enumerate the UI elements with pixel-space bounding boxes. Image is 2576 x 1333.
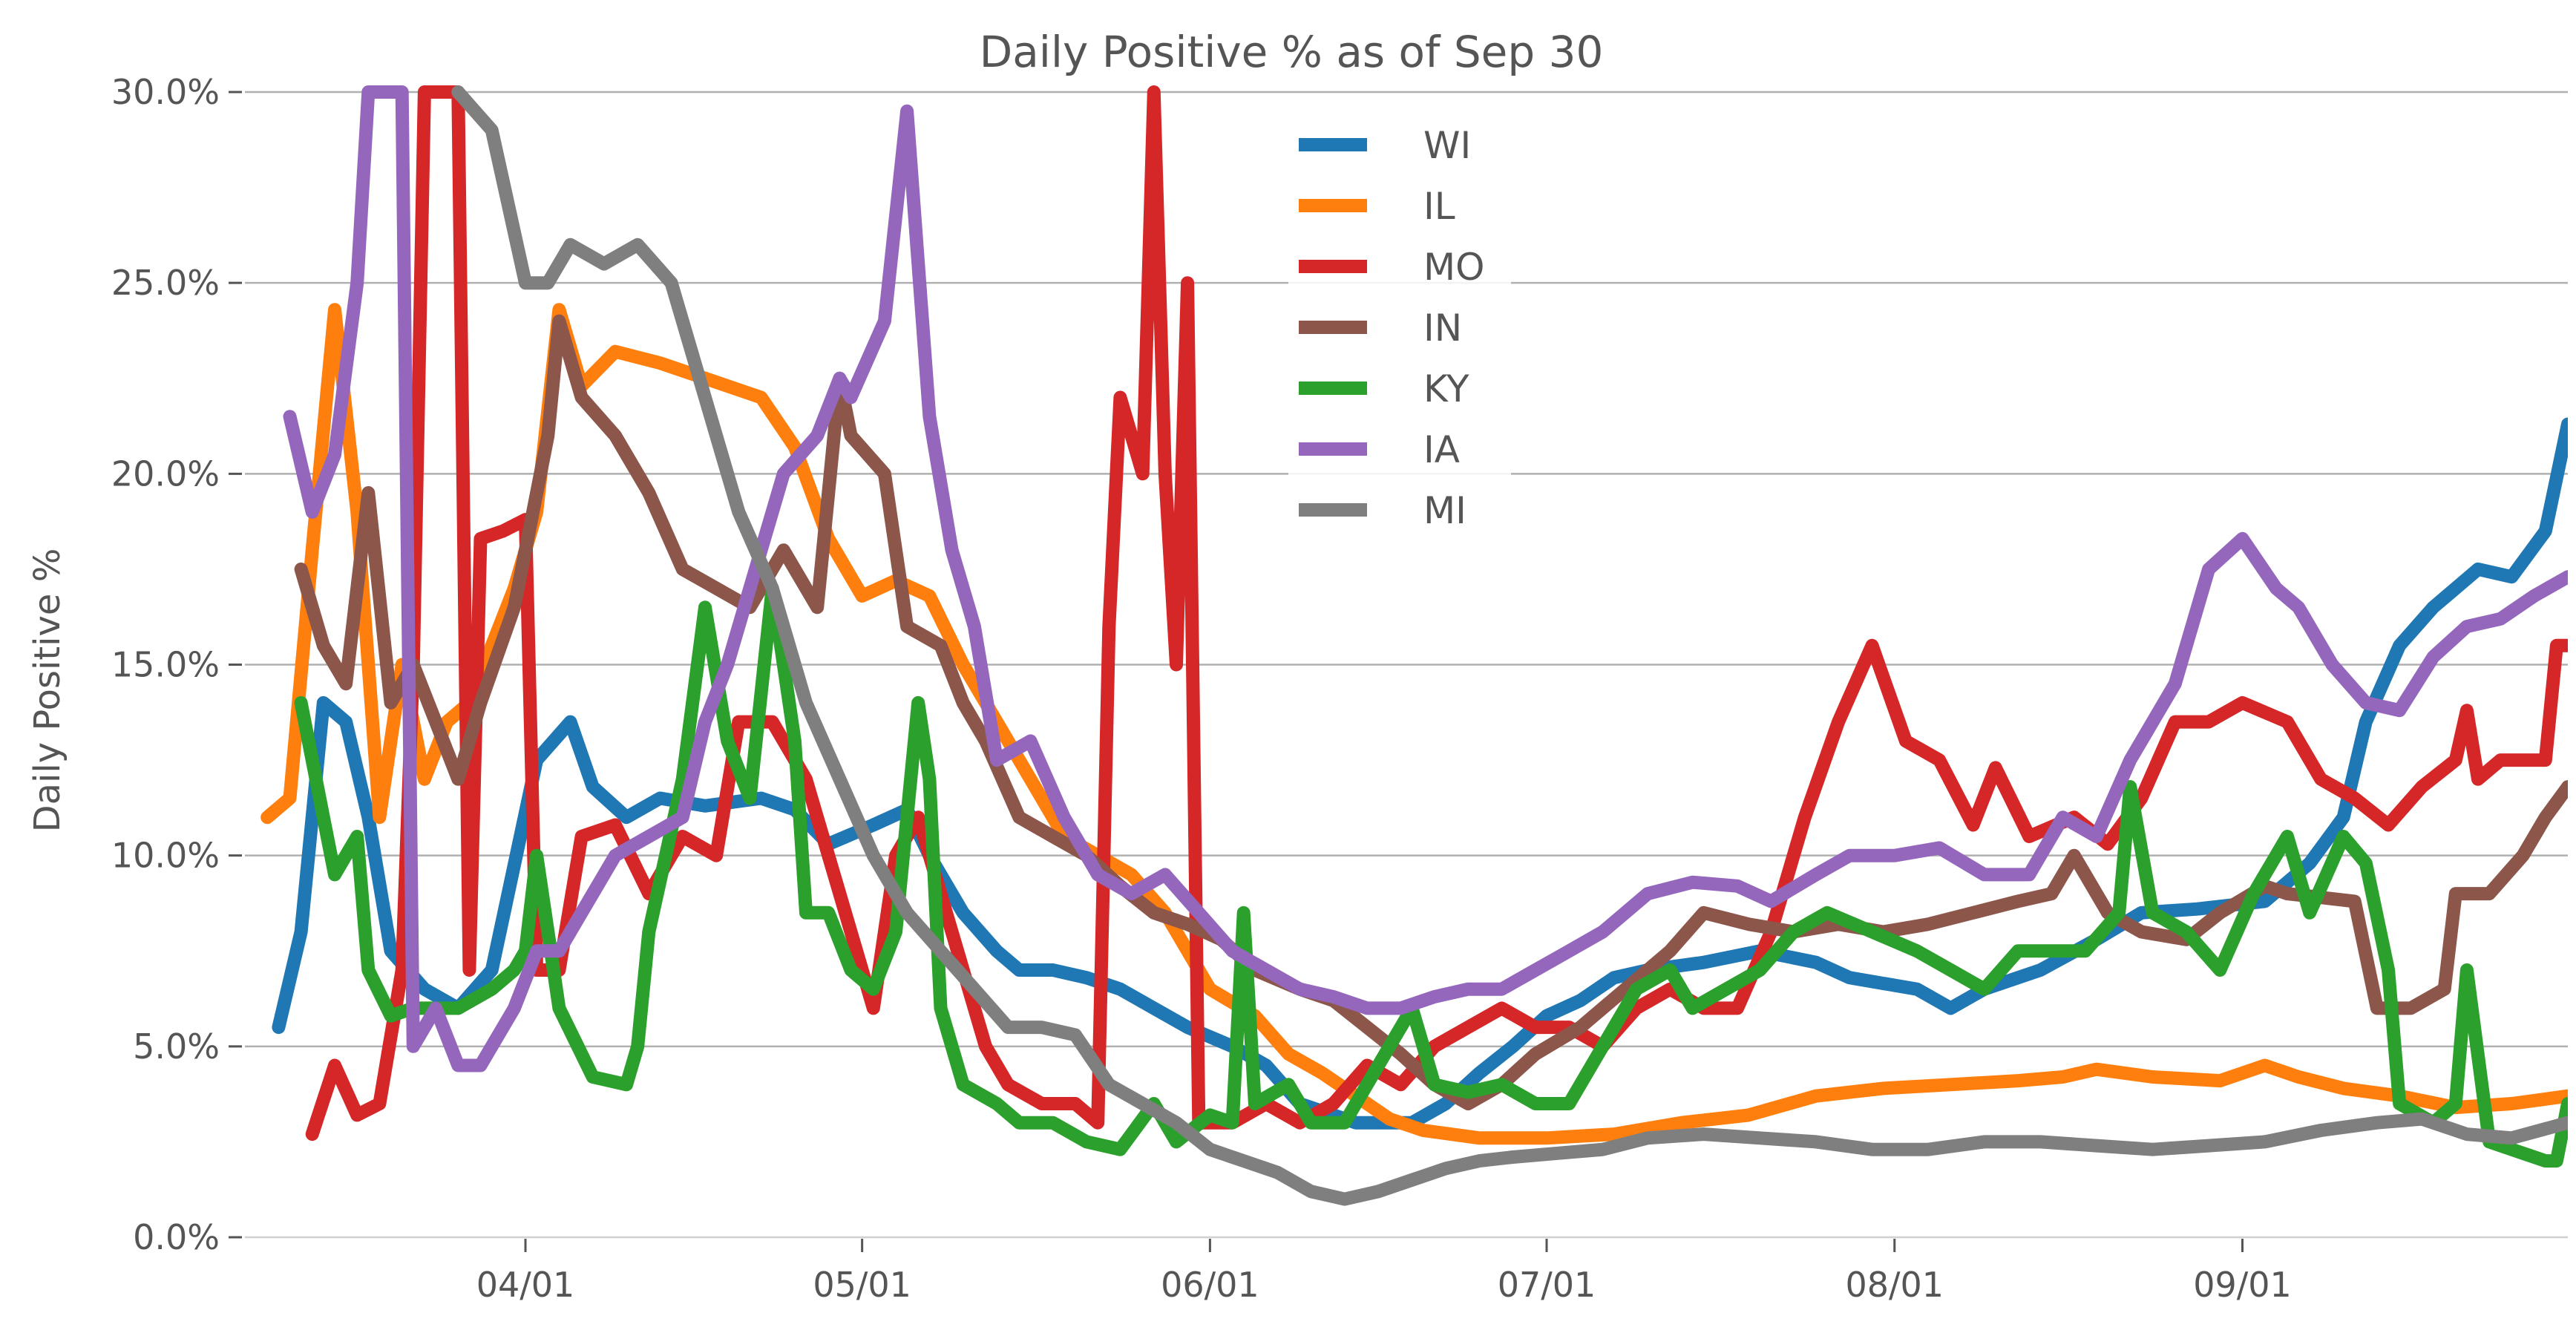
legend: WI IL MO IN KY IA MI [1288, 108, 1511, 548]
y-axis-label: Daily Positive % [27, 548, 68, 833]
series-line-ia [283, 85, 2568, 1072]
legend-label-ky: KY [1423, 367, 1469, 410]
x-tick-label: 09/01 [2193, 1265, 2292, 1305]
legend-label-in: IN [1423, 307, 1462, 350]
x-tick-label: 06/01 [1161, 1265, 1259, 1305]
series-lines [260, 85, 2568, 1206]
legend-label-il: IL [1423, 185, 1455, 228]
y-tick-label: 0.0% [133, 1217, 220, 1257]
x-tick-label: 05/01 [813, 1265, 911, 1305]
y-tick-label: 5.0% [133, 1026, 220, 1067]
y-tick-label: 15.0% [111, 645, 220, 685]
legend-label-wi: WI [1423, 124, 1471, 167]
chart-title: Daily Positive % as of Sep 30 [980, 27, 1604, 77]
x-tick-label: 04/01 [476, 1265, 575, 1305]
y-tick-label: 10.0% [111, 836, 220, 876]
x-axis-ticks: 04/01 05/01 06/01 07/01 08/01 09/01 [476, 1239, 2292, 1305]
x-tick-label: 07/01 [1498, 1265, 1596, 1305]
y-tick-label: 25.0% [111, 263, 220, 303]
x-tick-label: 08/01 [1845, 1265, 1944, 1305]
y-tick-label: 30.0% [111, 72, 220, 112]
y-axis-ticks: 0.0% 5.0% 10.0% 15.0% 20.0% 25.0% 30.0% [111, 72, 242, 1257]
legend-label-mi: MI [1423, 489, 1466, 532]
series-line-ky [294, 581, 2568, 1168]
series-line-mi [451, 85, 2568, 1206]
legend-label-ia: IA [1423, 428, 1460, 471]
legend-label-mo: MO [1423, 246, 1485, 289]
y-tick-label: 20.0% [111, 453, 220, 494]
